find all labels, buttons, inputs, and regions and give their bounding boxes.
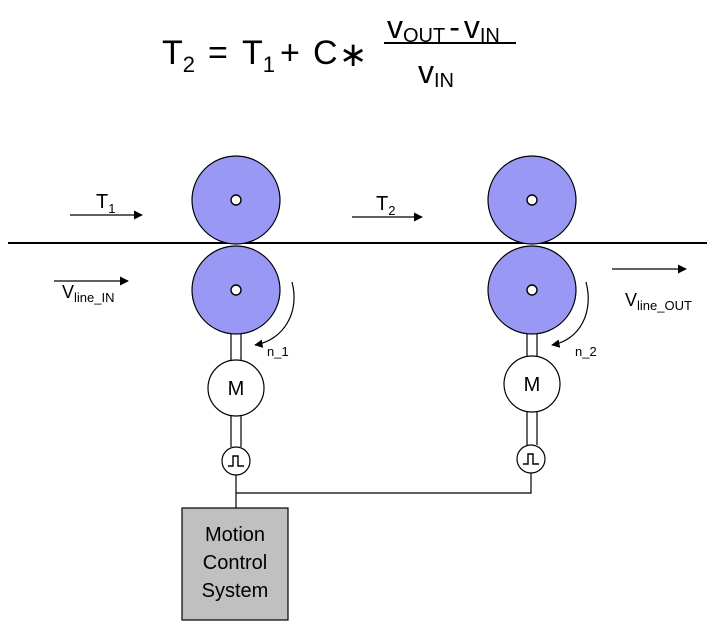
formula-num-v1: v: [387, 9, 403, 45]
n1-label: n_1: [267, 344, 289, 359]
formula-t1-sub: 1: [263, 52, 275, 77]
rotation-arrow-n1: [254, 281, 295, 348]
motor-right: [503, 355, 561, 413]
formula-num-v2: v: [464, 9, 480, 45]
v-in-label-symbol: V: [62, 282, 74, 302]
motor-left: [207, 359, 265, 417]
encoder-right: [516, 444, 546, 474]
formula-denominator: vIN: [418, 54, 454, 92]
formula-equals: =: [208, 34, 228, 72]
motor-right-label: M: [524, 374, 541, 396]
formula-minus: -: [449, 9, 460, 45]
n2-label: n_2: [575, 344, 597, 359]
feedback-wire: [235, 473, 532, 508]
formula-lhs-symbol: T: [162, 34, 183, 72]
formula-lhs-sub: 2: [183, 52, 195, 77]
station-left: n_1 M: [191, 155, 295, 476]
formula-den-v-sub: IN: [434, 70, 454, 92]
formula-times: ∗: [339, 36, 368, 74]
formula-constant: C: [313, 34, 338, 72]
t1-label-symbol: T: [96, 191, 108, 213]
motor-left-label: M: [228, 378, 245, 400]
control-box-line1: Motion: [205, 524, 265, 546]
hub-bottom-right: [526, 284, 538, 296]
formula-t1: T1: [242, 34, 275, 77]
rotation-arrow-n2: [551, 281, 589, 348]
t1-label-sub: 1: [108, 201, 115, 216]
control-box-line2: Control: [203, 552, 267, 574]
control-box-line3: System: [202, 580, 269, 602]
t1-label: T1: [96, 191, 115, 216]
motion-control-system: Motion Control System: [181, 507, 289, 621]
encoder-left: [221, 446, 251, 476]
formula-num-v1-sub: OUT: [403, 25, 445, 47]
v-out-label: Vline_OUT: [625, 290, 692, 313]
encoder-pulse-icon-left: [228, 455, 244, 467]
v-out-label-sub: line_OUT: [637, 298, 692, 313]
v-in-label: Vline_IN: [62, 282, 114, 305]
formula-num-v2-sub: IN: [480, 25, 500, 47]
t2-label-sub: 2: [388, 203, 395, 218]
formula-den-v: v: [418, 54, 434, 90]
hub-bottom-left: [230, 284, 242, 296]
hub-top-right: [526, 194, 538, 206]
t2-label-symbol: T: [376, 193, 388, 215]
v-out-label-symbol: V: [625, 290, 637, 310]
hub-top-left: [230, 194, 242, 206]
formula-numerator: vOUT - vIN: [387, 9, 500, 47]
formula-lhs: T2: [162, 34, 195, 77]
formula-t1-symbol: T: [242, 34, 263, 72]
control-box: [181, 507, 289, 621]
encoder-pulse-icon-right: [523, 453, 539, 465]
station-right: n_2 M: [487, 155, 597, 474]
t2-label: T2: [376, 193, 395, 218]
v-in-label-sub: line_IN: [74, 290, 114, 305]
formula-plus: +: [280, 34, 300, 72]
tension-formula: T2 = T1 + C ∗ vOUT - vIN vIN: [162, 9, 516, 92]
